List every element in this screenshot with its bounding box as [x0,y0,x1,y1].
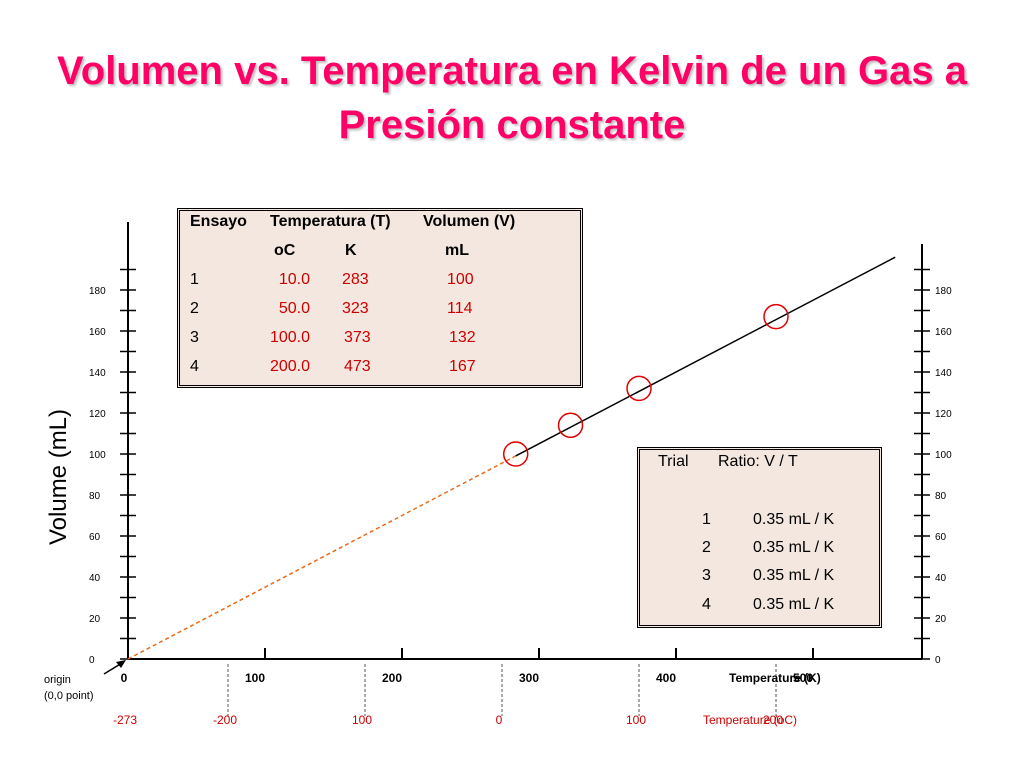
ratio-header-ratio: Ratio: V / T [718,453,798,470]
y-tick-label-left: 80 [89,491,101,502]
row-1-celsius: 10.0 [278,271,310,288]
y-tick-label-right: 120 [935,409,952,420]
x-tick-label: 100 [245,671,265,685]
celsius-tick-label: 200 [763,713,783,727]
origin-note-line-1: origin [44,674,71,686]
title-line-2: Presión constante [338,103,686,147]
origin-note-line-2: (0,0 point) [44,690,94,702]
row-4-trial: 4 [190,358,199,375]
y-axis-label: Volume (mL) [45,409,72,545]
title-line-1: Volumen vs. Temperatura en Kelvin de un … [57,49,967,93]
y-tick-label-right: 40 [935,573,947,584]
x-tick-label: 300 [519,671,539,685]
row-2-celsius: 50.0 [278,300,310,317]
header-trial: Ensayo [190,213,247,230]
y-tick-label-right: 20 [935,614,947,625]
header-volume: Volumen (V) [423,213,516,230]
ratio-row-1-value: 0.35 mL / K [753,511,835,528]
y-tick-label-left: 140 [89,368,106,379]
y-tick-label-left: 40 [89,573,101,584]
celsius-tick-label: -200 [213,713,237,727]
y-tick-label-left: 160 [89,327,106,338]
data-point-3 [626,375,652,402]
y-tick-label-right: 160 [935,327,952,338]
ratio-row-4-value: 0.35 mL / K [753,596,835,613]
row-1-kelvin: 283 [342,271,369,288]
y-tick-label-right: 180 [935,286,952,297]
row-3-trial: 3 [190,329,199,346]
data-table: Ensayo Temperatura (T) Volumen (V) oC K … [177,208,583,388]
origin-note: origin (0,0 point) [44,672,94,704]
y-tick-label-left: 60 [89,532,101,543]
data-point-2 [557,412,584,439]
row-4-volume: 167 [449,358,476,375]
y-tick-label-right: 140 [935,368,952,379]
ratio-row-2-value: 0.35 mL / K [753,539,835,556]
row-2-volume: 114 [447,300,473,317]
unit-kelvin: K [345,242,357,259]
y-tick-label-left: 100 [89,450,106,461]
origin-arrowhead [116,660,126,668]
y-tick-label-left: 120 [89,409,106,420]
unit-celsius: oC [274,242,296,259]
celsius-tick-label: 0 [496,713,503,727]
row-3-volume: 132 [449,329,476,346]
y-tick-label-right: 80 [935,491,947,502]
y-tick-label-left: 180 [89,286,106,297]
ratio-row-3-value: 0.35 mL / K [753,567,835,584]
row-2-trial: 2 [190,300,199,317]
x-tick-label: 500 [793,671,813,685]
ratio-table: Trial Ratio: V / T 1 0.35 mL / K 2 0.35 … [637,447,882,628]
row-1-trial: 1 [190,271,199,288]
row-2-kelvin: 323 [342,300,369,317]
header-temperature: Temperatura (T) [270,213,391,230]
y-tick-label-right: 60 [935,532,947,543]
x-tick-label: 0 [121,671,128,685]
ratio-row-1-trial: 1 [702,511,711,528]
row-3-celsius: 100.0 [269,329,310,346]
row-1-volume: 100 [447,271,474,288]
y-tick-label-right: 100 [935,450,952,461]
row-3-kelvin: 373 [344,329,371,346]
celsius-axis-label: Temperature (oC) [703,713,797,727]
chart-points [502,303,789,467]
data-point-1 [502,441,529,467]
x-tick-label: 200 [382,671,402,685]
page-title: Volumen vs. Temperatura en Kelvin de un … [40,44,984,152]
y-tick-label-left: 20 [89,614,101,625]
unit-ml: mL [445,242,469,259]
fit-line [515,256,896,457]
celsius-tick-label: 100 [626,713,646,727]
y-tick-label-right: 0 [935,655,941,666]
x-tick-label: 400 [656,671,676,685]
extrapolation-line [127,455,517,660]
celsius-tick-label: -273 [113,713,137,727]
data-point-4 [763,303,789,330]
chart-lines [103,256,896,675]
row-4-kelvin: 473 [344,358,371,375]
y-tick-label-left: 0 [89,655,95,666]
celsius-tick-label: 100 [352,713,372,727]
ratio-row-2-trial: 2 [702,539,711,556]
ratio-row-4-trial: 4 [702,596,711,613]
x-axis-label: Temperature (K) [729,671,821,685]
ratio-row-3-trial: 3 [702,567,711,584]
row-4-celsius: 200.0 [269,358,310,375]
ratio-header-trial: Trial [658,453,689,470]
